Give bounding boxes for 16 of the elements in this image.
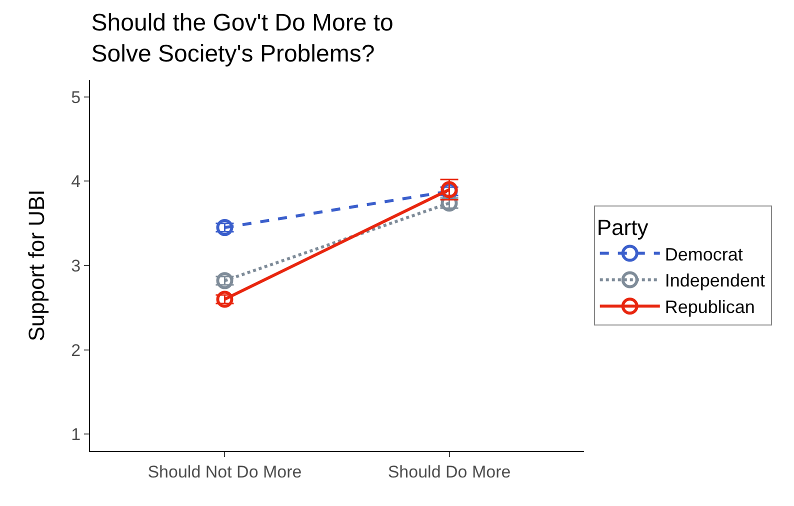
point	[216, 219, 234, 236]
point	[216, 272, 234, 290]
y-tick-label: 3	[71, 256, 81, 276]
legend-title: Party	[596, 215, 648, 240]
legend-label: Independent	[664, 270, 765, 291]
y-axis-title: Support for UBI	[24, 190, 49, 342]
y-tick-label: 4	[71, 172, 81, 192]
y-tick-label: 2	[71, 340, 81, 360]
point	[216, 290, 234, 308]
legend-label: Democrat	[664, 244, 743, 264]
legend-label: Republican	[664, 297, 755, 318]
x-tick-label: Should Do More	[388, 462, 511, 482]
chart-title: Should the Gov't Do More to Solve Society's Problems?	[91, 9, 394, 68]
y-tick-label: 5	[71, 88, 81, 107]
x-tick-label: Should Not Do More	[148, 462, 302, 482]
y-tick-label: 1	[71, 425, 81, 444]
